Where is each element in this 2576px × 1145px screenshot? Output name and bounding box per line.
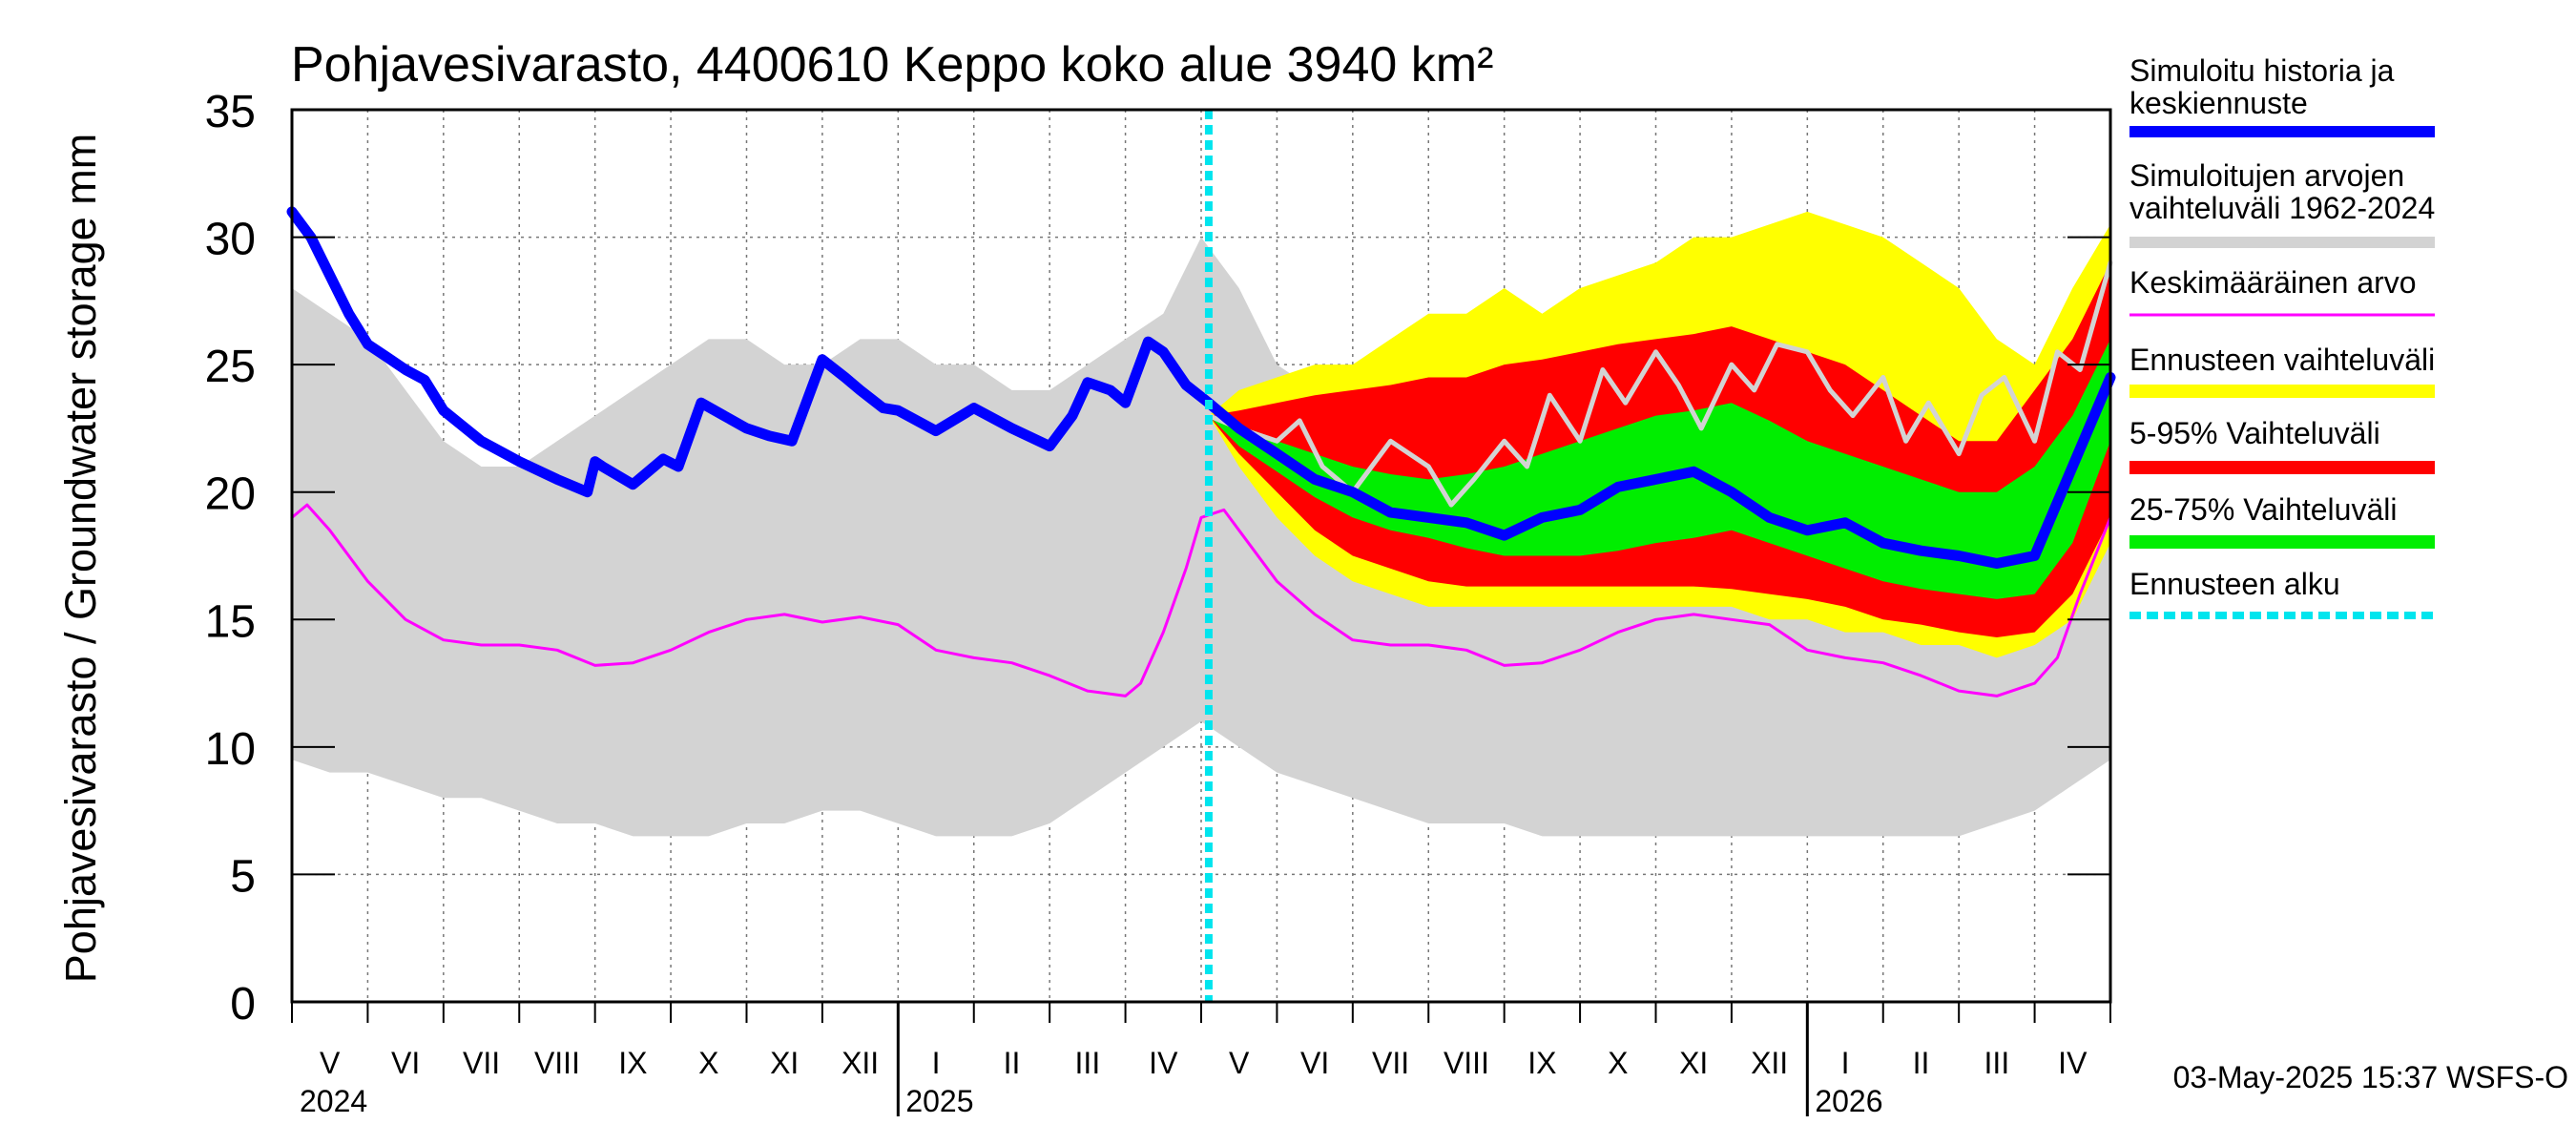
y-tick-label: 20 (205, 469, 256, 520)
legend-label: Ennusteen vaihteluväli (2129, 343, 2435, 377)
series-layer (286, 110, 2116, 1002)
x-month-label: III (1075, 1046, 1101, 1080)
x-year-label: 2025 (905, 1084, 973, 1118)
forecast-trace-line (1206, 260, 2113, 508)
y-tick-label: 15 (205, 596, 256, 647)
x-month-label: VI (391, 1046, 420, 1080)
y-tick-label: 35 (205, 87, 256, 137)
x-month-label: II (1004, 1046, 1021, 1080)
x-year-label: 2026 (1815, 1084, 1882, 1118)
x-month-label: XII (841, 1046, 879, 1080)
x-month-label: VIII (534, 1046, 580, 1080)
x-month-label: X (698, 1046, 718, 1080)
y-ticks: 0 5 10 15 20 25 30 35 (205, 87, 2110, 1030)
x-month-label: X (1608, 1046, 1628, 1080)
y-tick-label: 30 (205, 215, 256, 265)
chart-title: Pohjavesivarasto, 4400610 Keppo koko alu… (291, 37, 1493, 93)
x-month-label: IX (618, 1046, 647, 1080)
legend-label: 25-75% Vaihteluväli (2129, 492, 2397, 527)
x-month-label: XI (1679, 1046, 1708, 1080)
x-month-label: I (932, 1046, 941, 1080)
y-tick-label: 0 (230, 979, 256, 1030)
x-month-label: VI (1300, 1046, 1329, 1080)
y-axis-label: Pohjavesivarasto / Groundwater storage m… (56, 134, 105, 983)
forecast-25-75-band (1208, 339, 2110, 599)
x-month-label: IV (2058, 1046, 2088, 1080)
x-month-label: I (1841, 1046, 1850, 1080)
long-term-mean-line (290, 503, 2112, 697)
legend-label: Ennusteen alku (2129, 567, 2340, 601)
x-ticks: V VI VII VIII IX X XI XII I II III IV V VI VII VIII IX X X… (291, 1002, 2111, 1118)
y-tick-label: 5 (230, 851, 256, 902)
x-month-label: IX (1527, 1046, 1556, 1080)
x-year-label: 2024 (300, 1084, 367, 1118)
x-month-label: VII (1372, 1046, 1409, 1080)
x-month-label: VII (463, 1046, 500, 1080)
legend-label: 5-95% Vaihteluväli (2129, 416, 2380, 450)
x-month-label: IV (1149, 1046, 1178, 1080)
y-tick-label: 25 (205, 342, 256, 392)
x-month-label: III (1984, 1046, 2010, 1080)
y-tick-label: 10 (205, 724, 256, 775)
x-month-label: VIII (1444, 1046, 1489, 1080)
timestamp: 03-May-2025 15:37 WSFS-O (2173, 1060, 2568, 1094)
legend-label: vaihteluväli 1962-2024 (2129, 191, 2435, 225)
x-month-label: II (1913, 1046, 1930, 1080)
x-month-label: XI (770, 1046, 799, 1080)
legend-label: Keskimääräinen arvo (2129, 265, 2417, 300)
x-month-label: V (320, 1046, 341, 1080)
legend-label: Simuloitu historia ja (2129, 53, 2395, 88)
x-month-label: V (1229, 1046, 1250, 1080)
simulated-history-forecast-line (286, 206, 2116, 569)
legend-label: Simuloitujen arvojen (2129, 158, 2404, 193)
legend-label: keskiennuste (2129, 86, 2308, 120)
x-month-label: XII (1751, 1046, 1788, 1080)
